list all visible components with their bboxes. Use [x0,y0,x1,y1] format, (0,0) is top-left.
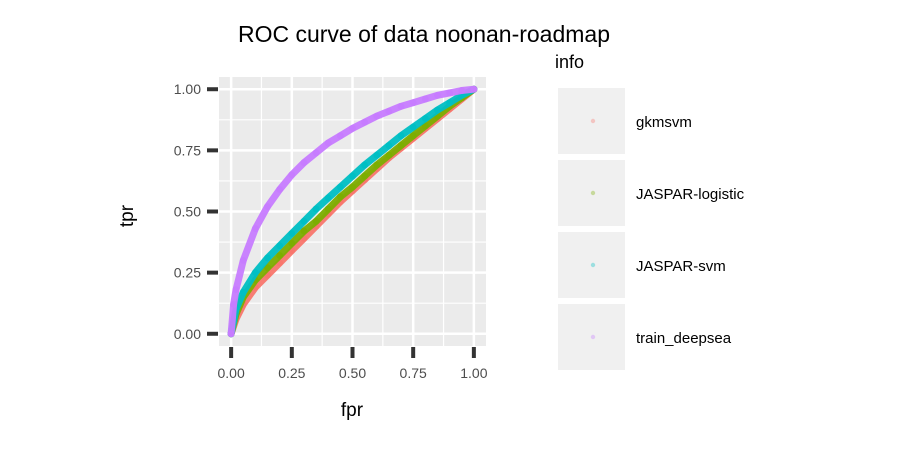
series-point-3 [421,95,429,103]
legend-label-2: JASPAR-svm [636,258,726,275]
series-point-3 [227,330,235,338]
legend-key-2 [558,232,625,298]
legend: gkmsvm JASPAR-logistic JASPAR-svm train_dee… [558,88,745,370]
series-point-2 [312,205,320,213]
series-point-3 [230,301,237,308]
series-point-1 [373,161,381,169]
y-tick-label: 0.50 [174,204,201,220]
series-point-1 [397,142,405,149]
series-point-3 [409,99,417,107]
series-point-1 [288,239,296,247]
y-tick-label: 0.00 [174,326,201,342]
series-point-3 [276,186,284,193]
series-point-2 [288,230,296,237]
series-point-2 [409,123,417,131]
series-point-1 [264,264,271,272]
y-axis-label: tpr [117,204,138,227]
series-point-2 [385,142,393,149]
legend-key-0 [558,88,625,154]
series-point-2 [397,132,405,140]
series-point-2 [276,242,284,250]
series-point-3 [470,85,478,93]
series-point-2 [373,151,381,159]
series-point-2 [421,115,429,122]
series-point-3 [349,124,356,132]
legend-marker-1 [590,190,596,196]
legend-key-1 [558,160,625,226]
series-line-1 [227,85,478,338]
series-point-3 [300,159,308,166]
series-point-3 [252,225,259,233]
series-point-2 [324,194,332,202]
y-tick-label: 1.00 [174,81,201,97]
series-point-3 [397,102,405,110]
x-tick-label: 0.75 [400,365,427,381]
series-point-3 [264,203,271,211]
series-point-2 [434,106,441,114]
series-point-1 [336,193,344,201]
series-point-1 [409,132,417,140]
x-tick-label: 0.50 [339,365,366,381]
legend-key-3 [558,304,625,370]
plot-area: 0.00 0.25 0.50 0.75 1.00 0.00 0.25 0.50 0.75 1.00 [174,77,488,381]
legend-label-3: train_deepsea [636,330,732,347]
series-point-2 [264,254,271,262]
x-axis-label: fpr [341,400,364,421]
series-point-1 [324,205,332,213]
series-point-2 [361,161,369,169]
series-point-3 [373,112,381,120]
series-point-1 [349,183,356,191]
chart-title: ROC curve of data noonan-roadmap [238,21,610,47]
series-point-3 [446,89,453,97]
series-point-1 [312,217,320,225]
series-point-1 [276,252,284,259]
series-point-2 [239,288,247,296]
series-point-2 [349,172,356,180]
series-point-3 [434,91,441,99]
legend-label-1: JASPAR-logistic [636,186,745,203]
series-point-2 [252,269,259,277]
series-point-2 [446,99,453,107]
legend-title: info [555,52,584,72]
series-point-3 [336,132,344,140]
series-point-1 [421,122,429,130]
x-tick-label: 0.00 [218,365,245,381]
y-tick-label: 0.25 [174,265,201,281]
legend-label-0: gkmsvm [636,114,692,131]
x-tick-label: 1.00 [460,365,487,381]
series-point-3 [288,171,296,179]
series-point-3 [324,139,332,147]
legend-marker-0 [590,118,596,124]
series-point-2 [300,217,308,225]
series-line-2 [227,85,478,338]
series-point-3 [232,286,240,294]
y-tick-label: 0.75 [174,142,201,158]
series-point-3 [312,149,320,157]
series-point-3 [361,118,369,126]
series-point-2 [336,183,344,191]
x-tick-label: 0.25 [278,365,305,381]
series-point-3 [458,87,466,94]
legend-marker-2 [590,262,596,268]
series-point-1 [300,227,308,235]
series-point-1 [385,151,393,159]
series-point-3 [239,257,247,264]
legend-marker-3 [590,334,596,340]
series-point-1 [361,172,369,180]
series-point-3 [385,107,393,115]
